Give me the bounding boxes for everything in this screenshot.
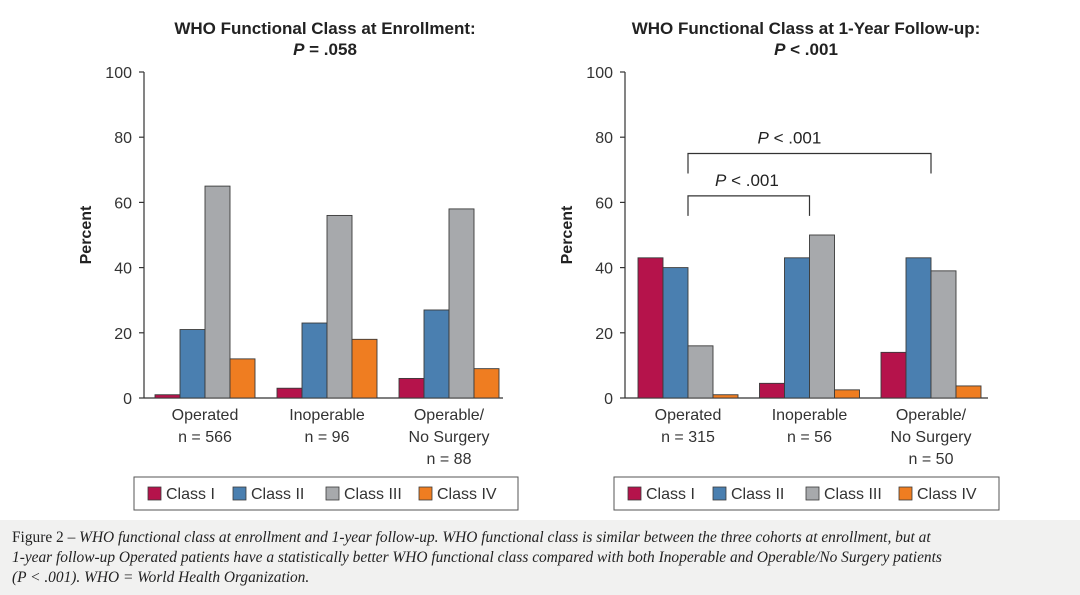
- bar-class-iii-cat-3: [930, 270, 957, 399]
- legend-swatch-class-iv: [418, 486, 433, 501]
- significance-label: P < .001: [758, 129, 822, 148]
- legend-label-class-i: Class I: [646, 486, 695, 503]
- x-category-label: n = 566: [178, 429, 232, 446]
- bar-class-i-cat-3: [398, 377, 425, 399]
- x-category-label: n = 315: [661, 429, 715, 446]
- y-tick-label: 20: [114, 326, 132, 343]
- bar-class-iv-cat-3: [473, 368, 500, 399]
- significance-bracket: [687, 152, 932, 174]
- x-category-label: n = 88: [427, 451, 472, 468]
- caption-line-2: 1-year follow-up Operated patients have …: [12, 549, 942, 566]
- chart-legend: Class I Class II Class III Class IV: [613, 476, 1000, 511]
- chart-panel-2: WHO Functional Class at 1-Year Follow-up…: [559, 19, 1000, 511]
- y-tick-label: 60: [114, 195, 132, 212]
- y-tick-label: 60: [595, 195, 613, 212]
- legend-label-class-iii: Class III: [824, 486, 882, 503]
- bar-class-iv-cat-2: [351, 338, 378, 399]
- legend-swatch-class-ii: [232, 486, 247, 501]
- y-tick-label: 0: [123, 391, 132, 408]
- y-tick-label: 80: [114, 130, 132, 147]
- x-category-label: No Surgery: [891, 429, 972, 446]
- chart-legend: Class I Class II Class III Class IV: [133, 476, 519, 511]
- legend-swatch-class-iii: [805, 486, 820, 501]
- chart-panel-1: WHO Functional Class at Enrollment: P = .…: [78, 19, 519, 511]
- bar-class-ii-cat-1: [179, 329, 206, 399]
- legend-swatch-class-i: [627, 486, 642, 501]
- significance-p-label: P: [758, 129, 770, 148]
- x-category-label: Operable/: [414, 407, 485, 424]
- bar-class-iv-cat-3: [955, 385, 982, 399]
- legend-label-class-iii: Class III: [344, 486, 402, 503]
- chart-subtitle: P = .058: [293, 40, 357, 59]
- significance-bracket: [687, 195, 811, 216]
- bar-class-ii-cat-2: [301, 322, 328, 399]
- chart-subtitle: P < .001: [774, 40, 838, 59]
- chart-title: WHO Functional Class at 1-Year Follow-up…: [632, 19, 981, 38]
- caption-line-1: WHO functional class at enrollment and 1…: [79, 529, 931, 546]
- bar-class-iv-cat-1: [229, 358, 256, 399]
- x-category-label: Inoperable: [772, 407, 848, 424]
- bar-class-ii-cat-1: [662, 267, 689, 399]
- legend-label-class-iv: Class IV: [917, 486, 977, 503]
- y-axis-label: Percent: [559, 205, 576, 264]
- figure-caption-panel: Figure 2 – WHO functional class at enrol…: [0, 520, 1080, 595]
- bar-class-ii-cat-3: [423, 309, 450, 399]
- bar-class-i-cat-1: [154, 394, 181, 399]
- bar-class-iv-cat-1: [712, 394, 739, 399]
- bar-class-i-cat-1: [637, 257, 664, 399]
- bar-class-i-cat-2: [759, 382, 785, 399]
- y-tick-label: 100: [105, 65, 132, 82]
- bar-class-i-cat-2: [276, 387, 303, 399]
- bar-class-iii-cat-3: [448, 208, 475, 399]
- x-category-label: Operable/: [896, 407, 967, 424]
- bar-class-iii-cat-1: [687, 345, 714, 399]
- bar-class-i-cat-3: [880, 351, 907, 399]
- figure-charts: WHO Functional Class at Enrollment: P = .…: [78, 19, 1000, 511]
- caption-lead: Figure 2 –: [12, 529, 80, 546]
- subtitle-p-label: P: [293, 40, 305, 59]
- subtitle-p-label: P: [774, 40, 786, 59]
- x-category-label: n = 50: [909, 451, 954, 468]
- legend-label-class-iv: Class IV: [437, 486, 497, 503]
- y-tick-label: 80: [595, 130, 613, 147]
- figure-caption: Figure 2 – WHO functional class at enrol…: [12, 528, 1068, 588]
- x-category-label: Operated: [172, 407, 239, 424]
- significance-p-value: < .001: [769, 129, 821, 148]
- bar-class-iv-cat-2: [834, 389, 860, 399]
- significance-p-label: P: [715, 171, 727, 190]
- y-tick-label: 40: [595, 261, 613, 278]
- chart-title: WHO Functional Class at Enrollment:: [174, 19, 475, 38]
- bar-class-ii-cat-3: [905, 257, 932, 399]
- legend-swatch-class-iii: [325, 486, 340, 501]
- y-tick-label: 100: [586, 65, 613, 82]
- legend-swatch-class-ii: [712, 486, 727, 501]
- legend-label-class-ii: Class II: [251, 486, 304, 503]
- y-tick-label: 40: [114, 261, 132, 278]
- caption-line-3: (P < .001). WHO = World Health Organizat…: [12, 569, 310, 586]
- x-category-label: No Surgery: [409, 429, 490, 446]
- y-axis-label: Percent: [78, 205, 95, 264]
- x-category-label: Operated: [655, 407, 722, 424]
- y-tick-label: 0: [604, 391, 613, 408]
- x-category-label: n = 56: [787, 429, 832, 446]
- subtitle-p-value: < .001: [785, 40, 837, 59]
- legend-label-class-i: Class I: [166, 486, 215, 503]
- y-tick-label: 20: [595, 326, 613, 343]
- legend-label-class-ii: Class II: [731, 486, 784, 503]
- x-category-label: Inoperable: [289, 407, 365, 424]
- significance-p-value: < .001: [726, 171, 778, 190]
- x-category-label: n = 96: [305, 429, 350, 446]
- bar-class-ii-cat-2: [784, 257, 810, 399]
- significance-label: P < .001: [715, 171, 779, 190]
- bar-class-iii-cat-2: [809, 234, 835, 399]
- bar-class-iii-cat-1: [204, 185, 231, 399]
- bar-class-iii-cat-2: [326, 214, 353, 399]
- legend-swatch-class-iv: [898, 486, 913, 501]
- legend-swatch-class-i: [147, 486, 162, 501]
- subtitle-p-value: = .058: [304, 40, 356, 59]
